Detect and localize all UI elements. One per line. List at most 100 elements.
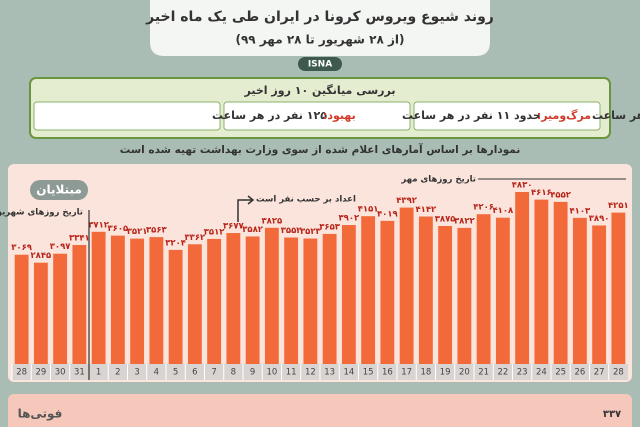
x-tick-label: 28	[16, 368, 27, 378]
value-label: ۳۵۱۲	[204, 227, 226, 237]
value-label: ۴۲۰۶	[473, 203, 494, 213]
bar	[130, 238, 145, 364]
x-tick-label: 19	[440, 368, 451, 378]
x-tick-label: 29	[35, 368, 46, 378]
bar	[284, 237, 299, 364]
bar	[534, 199, 549, 364]
source-pill	[298, 57, 342, 71]
summary-text: حدود ۱۱ نفر در هر ساعت	[402, 109, 541, 122]
value-label: ۴۳۹۲	[396, 196, 418, 206]
bar	[361, 216, 376, 364]
x-tick-label: 27	[594, 368, 605, 378]
bar	[341, 225, 356, 364]
footer-value: ۳۳۷	[603, 409, 621, 420]
value-label: ۴۱۵۱	[358, 205, 379, 215]
chart-title: مبتلایان	[36, 183, 82, 197]
x-tick-label: 9	[250, 368, 255, 378]
x-tick-label: 16	[382, 368, 393, 378]
bar	[53, 253, 68, 364]
bar	[457, 227, 472, 364]
bar	[611, 212, 626, 364]
bar	[14, 254, 29, 364]
bar	[322, 233, 337, 364]
summary-cell	[33, 101, 221, 131]
summary-text: ۱۸۰ نفر در هر ساعت	[592, 109, 640, 122]
x-tick-label: 15	[363, 368, 374, 378]
value-label: ۳۵۲۱	[127, 227, 148, 237]
x-tick-label: 23	[517, 368, 528, 378]
x-tick-label: 22	[497, 368, 508, 378]
annotation: اعداد بر حسب نفر است	[256, 195, 356, 205]
value-label: ۳۸۲۵	[261, 216, 282, 226]
x-tick-label: 2	[115, 368, 120, 378]
bar	[168, 249, 183, 364]
bar	[245, 236, 260, 364]
x-tick-label: 31	[74, 368, 85, 378]
value-label: ۳۸۷۵	[435, 215, 456, 225]
summary-title: بررسی میانگین ۱۰ روز اخیر	[244, 84, 396, 97]
summary-text: ۱۲۵ نفر در هر ساعت	[212, 109, 327, 122]
bar	[303, 238, 318, 364]
annotation: تاریخ روزهای مهر	[400, 175, 476, 185]
bar	[399, 207, 414, 364]
value-label: ۳۸۲۲	[454, 216, 476, 226]
x-tick-label: 13	[324, 368, 335, 378]
x-tick-label: 6	[192, 368, 197, 378]
x-tick-label: 21	[478, 368, 489, 378]
value-label: ۳۲۰۴	[165, 238, 186, 248]
value-label: ۴۱۴۲	[415, 205, 437, 215]
value-label: ۳۳۶۲	[184, 233, 206, 243]
bar	[91, 231, 106, 364]
bar	[495, 217, 510, 364]
x-tick-label: 8	[231, 368, 236, 378]
value-label: ۳۰۶۹	[11, 243, 33, 253]
chart-title-pill	[30, 180, 88, 200]
value-label: ۳۶۰۵	[107, 224, 128, 234]
chart-panel	[8, 164, 632, 382]
value-label: ۳۵۸۲	[242, 225, 264, 235]
value-label: ۴۲۵۱	[608, 201, 629, 211]
summary-cell	[413, 101, 601, 131]
x-tick-label: 24	[536, 368, 547, 378]
value-label: ۳۶۵۳	[319, 222, 341, 232]
footer-title: فوتی‌ها	[18, 407, 63, 422]
x-tick-label: 17	[401, 368, 412, 378]
value-label: ۴۸۳۰	[512, 181, 533, 191]
value-label: ۴۰۱۹	[377, 209, 399, 219]
x-tick-label: 14	[343, 368, 354, 378]
x-tick-label: 20	[459, 368, 470, 378]
value-label: ۳۵۵۲	[281, 226, 303, 236]
value-label: ۳۶۷۷	[223, 222, 245, 232]
summary-cell	[223, 101, 411, 131]
bar	[380, 220, 395, 364]
note: نمودارها بر اساس آمارهای اعلام شده از سو…	[120, 143, 521, 156]
source: ISNA	[308, 60, 332, 70]
value-label: ۳۸۹۰	[589, 214, 610, 224]
x-tick-label: 11	[286, 368, 297, 378]
value-label: ۴۱۰۳	[569, 206, 591, 216]
value-label: ۳۵۲۳	[300, 227, 322, 237]
bar	[187, 244, 202, 364]
summary-item: بهبود:۱۲۵ نفر در هر ساعت	[212, 109, 356, 122]
x-tick-label: 4	[154, 368, 159, 378]
bar	[592, 225, 607, 364]
bar	[418, 216, 433, 364]
bar	[149, 237, 164, 364]
x-tick-label: 18	[420, 368, 431, 378]
x-tick-label: 28	[613, 368, 624, 378]
value-label: ۳۰۹۷	[50, 242, 72, 252]
annotation-arrow	[237, 195, 255, 222]
summary-item: مرگ‌ومیر:حدود ۱۱ نفر در هر ساعت	[402, 108, 591, 122]
x-tick-label: 7	[211, 368, 216, 378]
subtitle: (از ۲۸ شهریور تا ۲۸ مهر ۹۹)	[236, 33, 405, 48]
x-tick-label: 25	[555, 368, 566, 378]
title-box	[150, 0, 490, 56]
value-label: ۳۵۶۳	[146, 226, 168, 236]
bar	[438, 226, 453, 364]
bar	[33, 262, 48, 364]
x-tick-label: 10	[266, 368, 277, 378]
value-label: ۳۳۴۱	[69, 234, 90, 244]
bar	[553, 201, 568, 364]
